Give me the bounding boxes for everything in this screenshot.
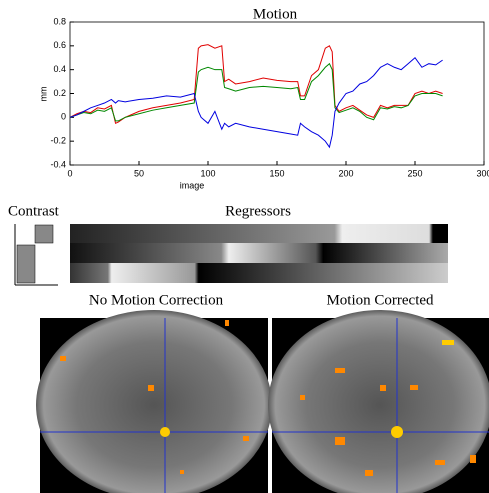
figure: Motion image mm Contrast Regressors No M… xyxy=(0,0,489,493)
contrast-matrix xyxy=(15,224,58,285)
series-line xyxy=(70,45,443,124)
y-tick-label: 0.8 xyxy=(53,16,66,26)
y-axis-label: mm xyxy=(38,87,48,102)
image-title: No Motion Correction xyxy=(89,292,224,308)
chart-title: Motion xyxy=(253,6,298,22)
y-tick-label: 0.2 xyxy=(53,88,66,98)
x-tick-label: 200 xyxy=(338,168,353,178)
brain-image-right xyxy=(268,310,489,493)
x-tick-label: 300 xyxy=(476,168,489,178)
x-tick-label: 100 xyxy=(200,168,215,178)
y-tick-label: 0.4 xyxy=(53,64,66,74)
y-tick-label: -0.4 xyxy=(50,159,66,169)
series-line xyxy=(70,64,443,121)
x-tick-label: 150 xyxy=(269,168,284,178)
y-tick-label: 0 xyxy=(61,112,66,122)
x-tick-label: 0 xyxy=(67,168,72,178)
x-tick-label: 250 xyxy=(407,168,422,178)
regressors xyxy=(70,224,448,283)
image-title: Motion Corrected xyxy=(326,292,434,308)
y-tick-label: -0.2 xyxy=(50,136,66,146)
y-tick-label: 0.6 xyxy=(53,40,66,50)
x-axis-label: image xyxy=(180,180,205,190)
regressors-label: Regressors xyxy=(225,203,291,219)
x-tick-label: 50 xyxy=(134,168,144,178)
brain-image-left xyxy=(36,310,272,493)
series-line xyxy=(70,58,443,147)
contrast-label: Contrast xyxy=(8,203,60,219)
page: {"chart_data": {"type": "line", "title":… xyxy=(0,0,489,493)
